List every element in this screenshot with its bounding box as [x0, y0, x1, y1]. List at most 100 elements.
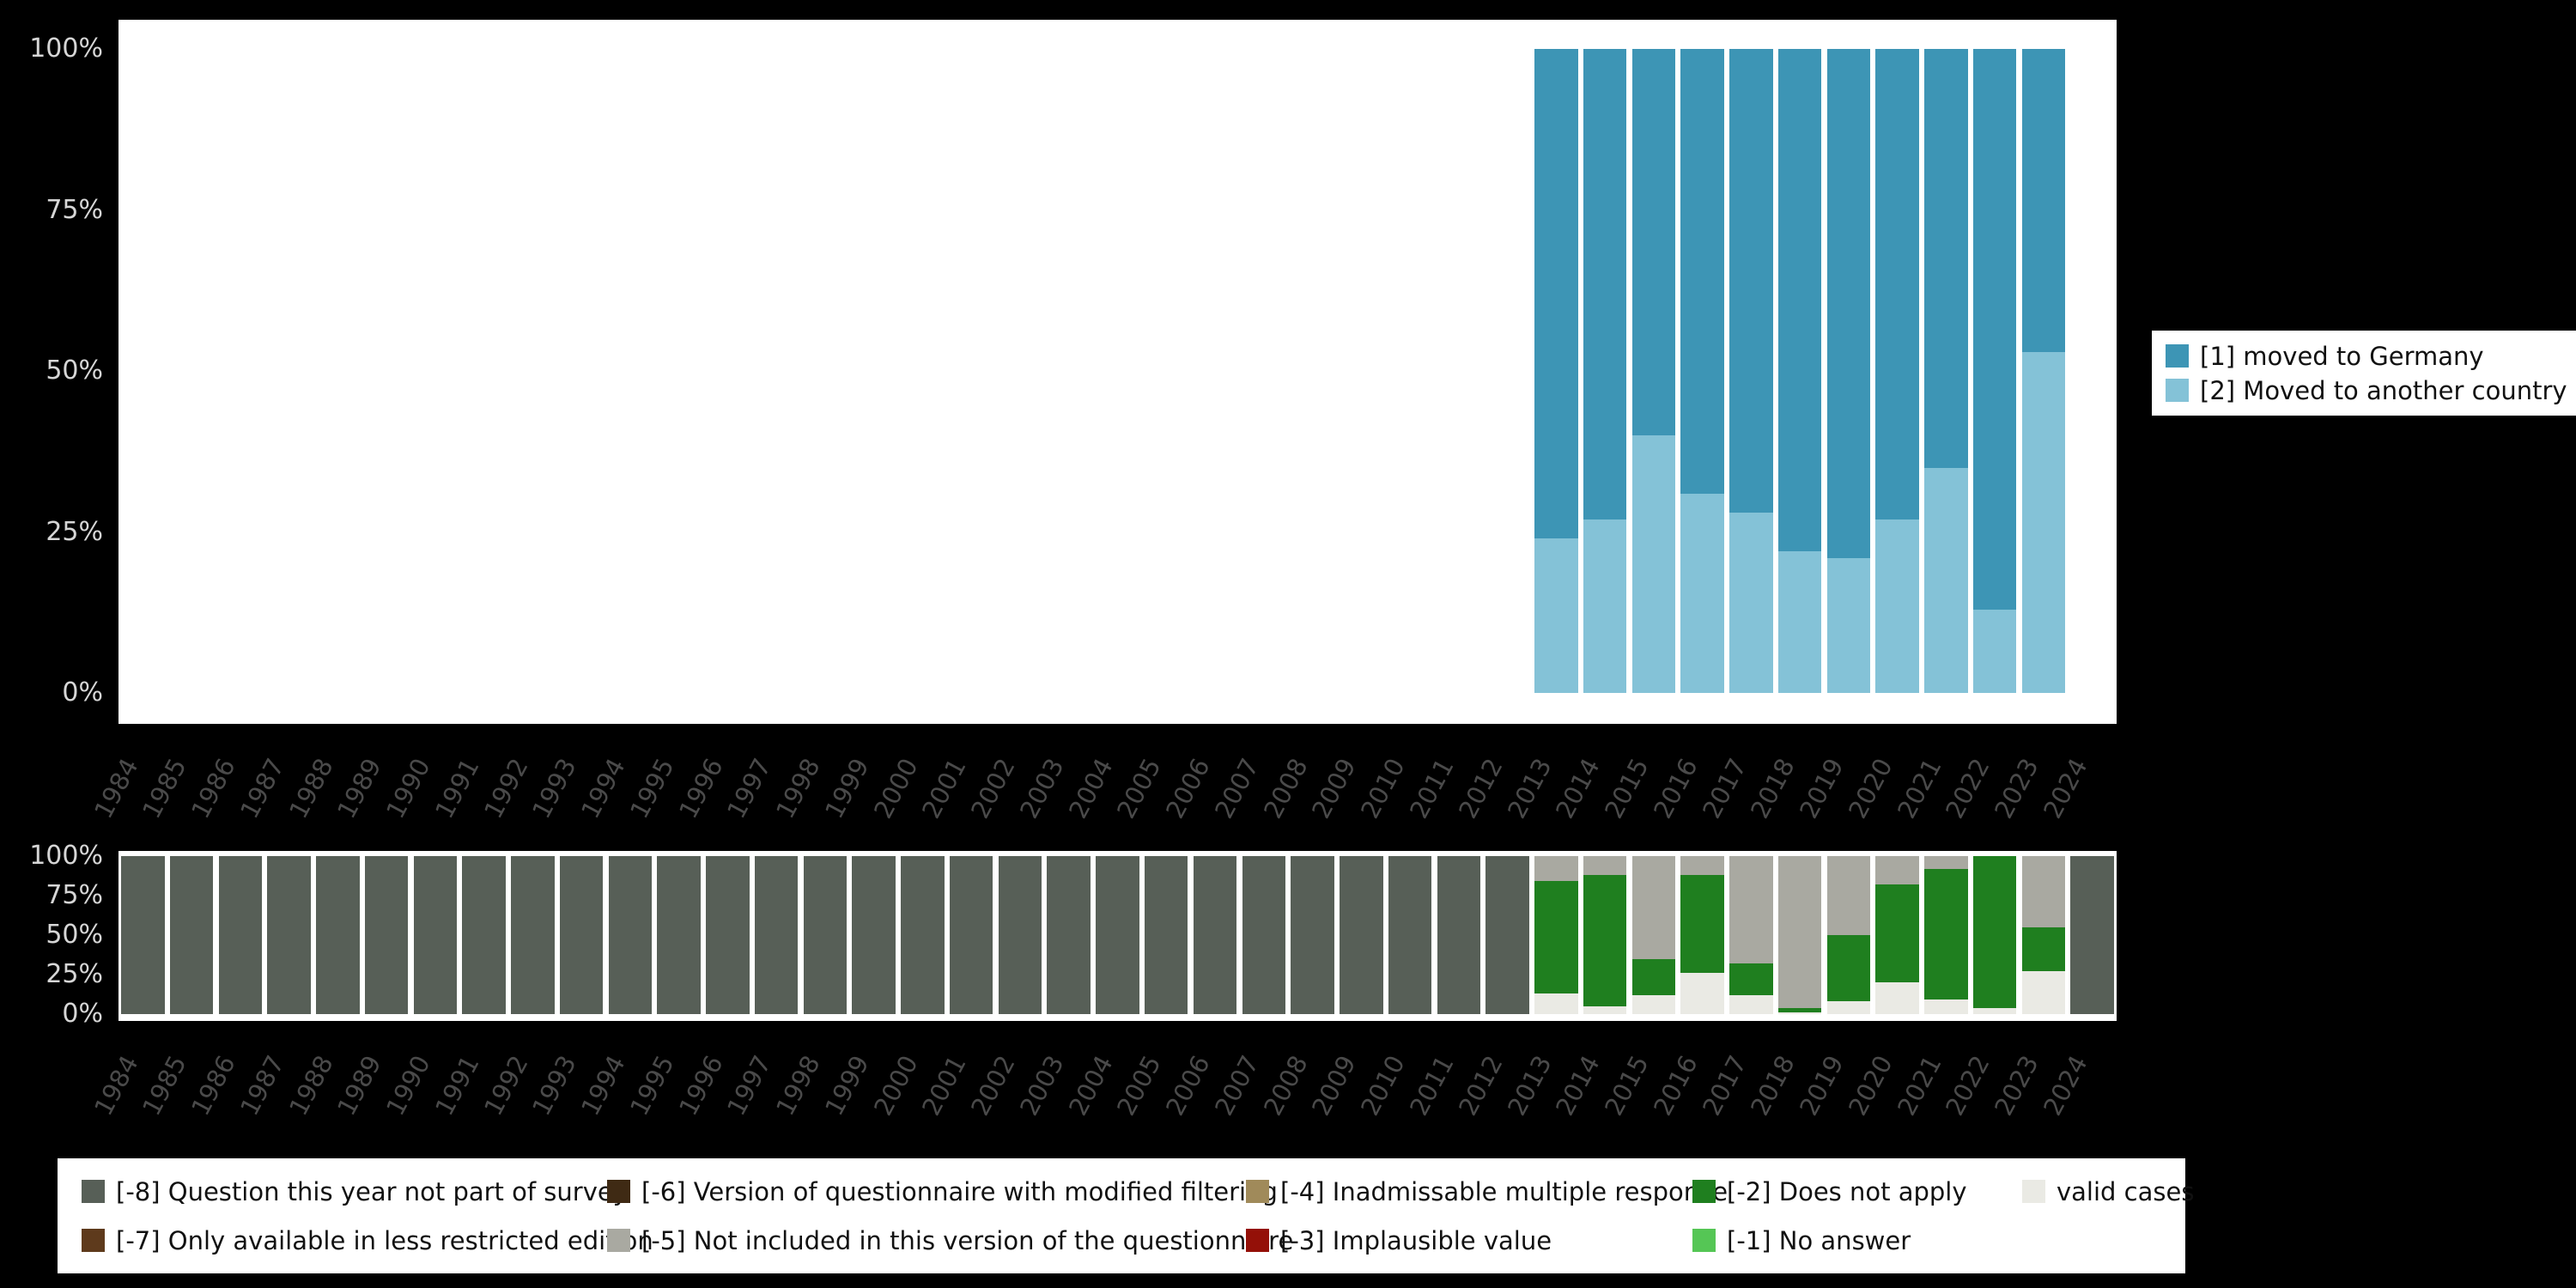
- x-tick-label-1998: 1998: [770, 1050, 826, 1121]
- values-chart-plot: [118, 20, 2117, 724]
- legend-item--2: [-2] Does not apply: [1692, 1177, 2022, 1206]
- x-tick-label-2015: 2015: [1599, 1050, 1655, 1121]
- legend-label: [-6] Version of questionnaire with modif…: [641, 1176, 1278, 1206]
- bar-2007--8: [1242, 856, 1285, 1014]
- x-tick-label-2004: 2004: [1062, 753, 1119, 823]
- bar-2023-moved_to_germany: [2021, 49, 2066, 352]
- x-tick-label-1987: 1987: [234, 1050, 290, 1121]
- x-tick-label-2024: 2024: [2037, 753, 2093, 823]
- bar-2011--8: [1437, 856, 1481, 1014]
- bar-2013-moved_to_germany: [1534, 49, 1578, 538]
- bar-2008--8: [1291, 856, 1334, 1014]
- x-tick-label-2017: 2017: [1696, 753, 1753, 823]
- bar-2004--8: [1096, 856, 1139, 1014]
- x-tick-label-2004: 2004: [1062, 1050, 1119, 1121]
- bar-2023-moved_to_another_country: [2021, 351, 2066, 693]
- legend-label: [2] Moved to another country: [2200, 375, 2567, 405]
- bar-2018-moved_to_another_country: [1777, 551, 1822, 693]
- x-tick-label-2018: 2018: [1745, 753, 1801, 823]
- x-tick-label-2005: 2005: [1111, 1050, 1168, 1121]
- bar-2020-valid: [1875, 982, 1919, 1014]
- legend-item-valid: valid cases: [2022, 1177, 2194, 1206]
- legend-item--3: [-3] Implausible value: [1246, 1226, 1692, 1255]
- bar-2019-moved_to_another_country: [1826, 557, 1871, 693]
- bar-2002--8: [998, 856, 1042, 1014]
- x-tick-label-1999: 1999: [818, 1050, 875, 1121]
- bar-2017-moved_to_another_country: [1729, 513, 1773, 693]
- x-tick-label-2024: 2024: [2037, 1050, 2093, 1121]
- swatch--1: [1692, 1229, 1716, 1252]
- x-tick-label-1997: 1997: [721, 1050, 778, 1121]
- bar-2016-valid: [1680, 973, 1724, 1014]
- bar-2020--5: [1875, 856, 1919, 885]
- bar-1987--8: [267, 856, 311, 1014]
- x-tick-label-1992: 1992: [477, 753, 534, 823]
- values-chart-legend: [1] moved to Germany [2] Moved to another…: [2152, 331, 2576, 416]
- x-tick-label-1990: 1990: [380, 1050, 436, 1121]
- x-tick-label-2020: 2020: [1842, 753, 1899, 823]
- bar-2000--8: [901, 856, 945, 1014]
- legend-label: [1] moved to Germany: [2200, 341, 2484, 371]
- x-tick-label-1999: 1999: [818, 753, 875, 823]
- swatch--3: [1246, 1229, 1269, 1252]
- x-tick-label-2012: 2012: [1452, 753, 1509, 823]
- bar-2010--8: [1388, 856, 1432, 1014]
- legend-label: [-5] Not included in this version of the…: [641, 1225, 1294, 1255]
- legend-item--1: [-1] No answer: [1692, 1226, 2022, 1255]
- x-tick-label-1985: 1985: [137, 753, 193, 823]
- bar-2020-moved_to_another_country: [1875, 519, 1919, 693]
- bar-2022--2: [1972, 856, 2017, 1008]
- bar-2014--2: [1583, 875, 1627, 1006]
- swatch-moved_to_another_country: [2166, 379, 2189, 402]
- legend-label: [-4] Inadmissable multiple response: [1280, 1176, 1728, 1206]
- x-tick-label-2002: 2002: [965, 753, 1021, 823]
- bar-2014-moved_to_another_country: [1583, 519, 1627, 693]
- x-tick-label-2023: 2023: [1989, 1050, 2044, 1121]
- x-tick-label-1997: 1997: [721, 753, 778, 823]
- x-tick-label-2016: 2016: [1647, 753, 1704, 823]
- bar-2015-valid: [1631, 994, 1676, 1014]
- x-tick-label-1991: 1991: [428, 1050, 485, 1121]
- bar-1995--8: [657, 856, 701, 1014]
- x-tick-label-1995: 1995: [623, 753, 680, 823]
- x-tick-label-2016: 2016: [1647, 1050, 1704, 1121]
- bar-1998--8: [803, 856, 848, 1014]
- bar-1986--8: [218, 856, 263, 1014]
- bar-2017--2: [1729, 963, 1773, 995]
- bar-2014--5: [1583, 856, 1627, 876]
- bar-2023--2: [2021, 927, 2066, 972]
- bar-2017-moved_to_germany: [1729, 49, 1773, 513]
- x-tick-label-2003: 2003: [1013, 1050, 1070, 1121]
- bar-1999--8: [852, 856, 896, 1014]
- x-tick-label-1985: 1985: [137, 1050, 193, 1121]
- bar-2013--5: [1534, 856, 1578, 882]
- x-tick-label-2001: 2001: [916, 753, 973, 823]
- x-tick-label-2022: 2022: [1940, 1050, 1996, 1121]
- x-tick-label-2022: 2022: [1940, 753, 1996, 823]
- y-tick-label: 25%: [46, 516, 103, 547]
- x-tick-label-1993: 1993: [526, 753, 583, 823]
- bar-2017-valid: [1729, 994, 1773, 1014]
- bar-2015--2: [1631, 958, 1676, 995]
- bar-2018-valid: [1777, 1012, 1822, 1014]
- x-tick-label-2021: 2021: [1891, 1050, 1947, 1121]
- x-tick-label-2006: 2006: [1160, 753, 1216, 823]
- bar-2019-moved_to_germany: [1826, 49, 1871, 558]
- y-tick-label: 100%: [29, 841, 103, 871]
- x-tick-label-1993: 1993: [526, 1050, 583, 1121]
- bar-2005--8: [1144, 856, 1188, 1014]
- bar-2021-valid: [1924, 999, 1968, 1014]
- x-tick-label-1996: 1996: [672, 1050, 729, 1121]
- x-tick-label-2007: 2007: [1208, 1050, 1265, 1121]
- bar-2016-moved_to_germany: [1680, 49, 1724, 494]
- bar-2019--2: [1826, 935, 1871, 1002]
- bar-2013--2: [1534, 881, 1578, 994]
- x-tick-label-1989: 1989: [331, 753, 388, 823]
- x-tick-label-2020: 2020: [1842, 1050, 1899, 1121]
- bar-1989--8: [364, 856, 409, 1014]
- bar-2024--8: [2070, 856, 2114, 1014]
- x-tick-label-2008: 2008: [1257, 1050, 1314, 1121]
- legend-label: valid cases: [2057, 1176, 2195, 1206]
- values-chart-x-axis: 1984 1985 1986 1987 1988 1989 1990 1991 1992 1993…: [88, 731, 2117, 855]
